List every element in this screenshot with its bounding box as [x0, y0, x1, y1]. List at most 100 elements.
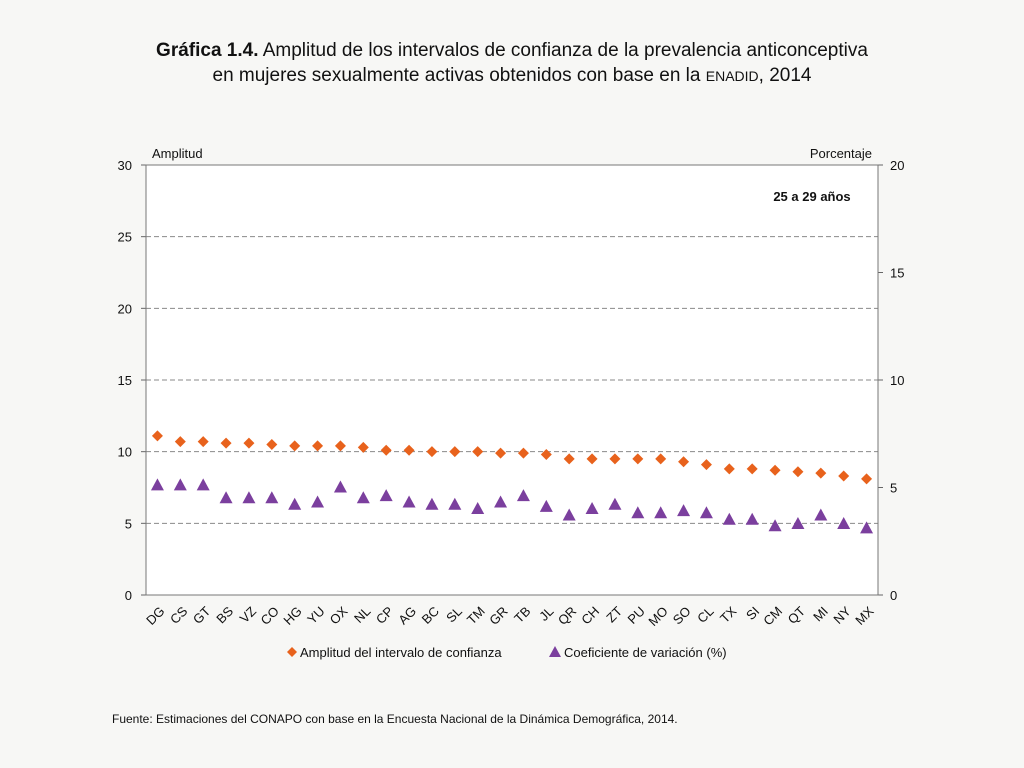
plot-frame — [145, 164, 879, 596]
x-tick-label: CP — [373, 604, 396, 627]
chart-subtitle: 25 a 29 años — [773, 189, 850, 204]
coeficiente-point — [333, 480, 347, 493]
coeficiente-point — [768, 519, 782, 532]
x-tick-label: SL — [443, 604, 465, 626]
amplitud-point — [266, 439, 278, 450]
x-tick-label: MX — [852, 603, 877, 628]
amplitud-point — [220, 437, 232, 449]
coeficiente-point — [631, 506, 645, 519]
amplitud-point — [815, 467, 827, 479]
x-tick-label: TX — [717, 603, 740, 626]
x-tick-label: NY — [830, 603, 854, 627]
coeficiente-point — [173, 478, 187, 491]
coeficiente-point — [242, 491, 256, 504]
y-left-tick-label: 15 — [118, 373, 132, 388]
chart-title-year: , 2014 — [758, 65, 812, 86]
coeficiente-point — [562, 508, 576, 521]
coeficiente-point — [699, 506, 713, 519]
coeficiente-point — [860, 521, 874, 534]
legend-coeficiente-label: Coeficiente de variación (%) — [564, 645, 727, 660]
legend-amplitud-marker — [287, 647, 297, 657]
x-tick-label: CL — [694, 604, 716, 626]
coeficiente-point — [150, 478, 164, 491]
amplitud-point — [380, 444, 392, 456]
x-tick-label: BC — [419, 604, 442, 627]
amplitud-point — [861, 473, 873, 485]
chart-title-line-1: Gráfica 1.4. Amplitud de los intervalos … — [0, 38, 1024, 63]
chart-title-text-2: en mujeres sexualmente activas obtenidos… — [212, 65, 706, 86]
coeficiente-point — [311, 495, 325, 508]
x-tick-label: CS — [167, 603, 191, 627]
amplitud-point — [472, 446, 484, 458]
amplitud-point — [151, 430, 163, 442]
coeficiente-point — [585, 502, 599, 514]
y-right-tick-label: 0 — [890, 588, 897, 603]
x-tick-label: QR — [555, 604, 579, 628]
x-tick-label: GT — [190, 603, 213, 626]
y-right-tick-label: 5 — [890, 481, 897, 496]
amplitud-point — [769, 464, 781, 476]
coeficiente-point — [791, 517, 805, 530]
amplitud-point — [792, 466, 804, 478]
x-tick-label: NL — [351, 604, 373, 626]
y-left-tick-label: 0 — [125, 588, 132, 603]
y-right-axis-label: Porcentaje — [810, 146, 872, 161]
coeficiente-point — [608, 497, 622, 510]
x-tick-label: OX — [327, 603, 351, 627]
amplitud-point — [197, 436, 209, 448]
amplitud-point — [632, 453, 644, 465]
amplitud-point — [403, 444, 415, 456]
coeficiente-point — [425, 497, 439, 510]
y-left-tick-label: 30 — [118, 158, 132, 173]
x-tick-label: YU — [304, 604, 327, 627]
amplitud-point — [700, 459, 712, 471]
amplitud-point — [334, 440, 346, 452]
coeficiente-point — [814, 508, 828, 521]
source-note: Fuente: Estimaciones del CONAPO con base… — [112, 712, 678, 726]
amplitud-point — [723, 463, 735, 475]
coeficiente-point — [722, 512, 736, 525]
amplitud-point — [289, 440, 301, 452]
amplitud-point — [426, 446, 438, 458]
x-tick-label: CM — [760, 604, 785, 629]
amplitud-point — [540, 449, 552, 461]
coeficiente-point — [356, 491, 370, 504]
coeficiente-point — [654, 506, 668, 519]
coeficiente-point — [288, 497, 302, 510]
legend-coeficiente-marker — [549, 646, 561, 657]
x-tick-label: JL — [536, 604, 556, 624]
y-left-tick-label: 5 — [125, 516, 132, 531]
chart-title-label: Gráfica 1.4. — [156, 40, 259, 61]
y-right-tick-label: 10 — [890, 373, 904, 388]
y-left-tick-label: 20 — [118, 301, 132, 316]
x-tick-label: MO — [645, 604, 670, 629]
chart-title-survey-name: ENADID — [705, 68, 759, 84]
coeficiente-point — [745, 512, 759, 525]
coeficiente-point — [494, 495, 508, 508]
coeficiente-point — [516, 489, 530, 502]
chart-title: Gráfica 1.4. Amplitud de los intervalos … — [0, 38, 1024, 89]
x-tick-label: BS — [213, 603, 236, 626]
x-tick-label: QT — [785, 603, 808, 626]
y-right-tick-label: 20 — [890, 158, 904, 173]
x-tick-label: SI — [743, 604, 762, 623]
coeficiente-point — [837, 517, 851, 530]
x-tick-label: MI — [810, 604, 831, 625]
legend-amplitud-label: Amplitud del intervalo de confianza — [300, 645, 502, 660]
coeficiente-point — [196, 478, 210, 491]
amplitud-point — [586, 453, 598, 465]
amplitud-point — [678, 456, 690, 468]
y-left-tick-label: 10 — [118, 445, 132, 460]
y-left-axis-label: Amplitud — [152, 146, 203, 161]
x-tick-label: GR — [486, 604, 510, 628]
amplitud-point — [495, 447, 507, 459]
x-tick-label: PU — [625, 604, 648, 627]
y-left-tick-label: 25 — [118, 230, 132, 245]
plot-area — [146, 165, 878, 595]
amplitud-point — [243, 437, 255, 449]
coeficiente-point — [379, 489, 393, 502]
x-tick-label: ZT — [603, 603, 625, 625]
coeficiente-point — [677, 504, 691, 517]
x-tick-label: HG — [280, 604, 304, 628]
x-tick-label: TB — [511, 604, 533, 626]
